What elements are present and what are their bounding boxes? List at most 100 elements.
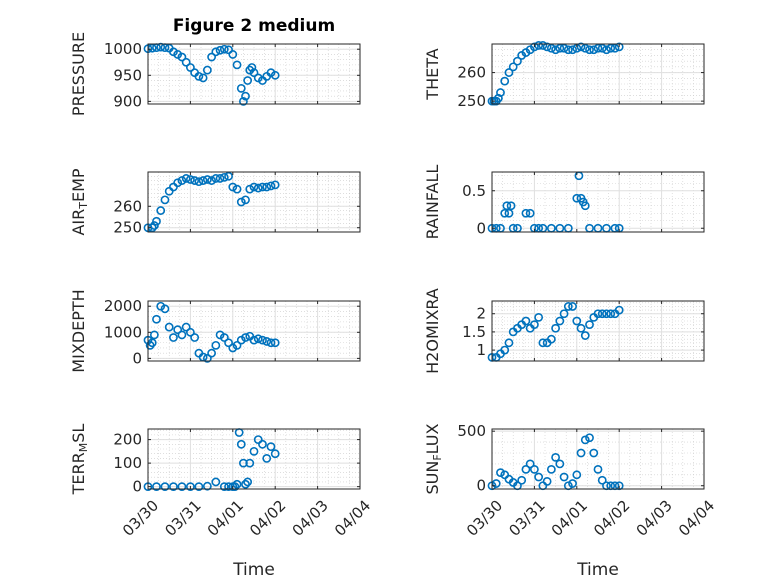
x-tick-label: 04/01	[548, 497, 591, 540]
y-tick-label: 900	[113, 92, 142, 110]
subplot-1: 900 950 1000 PRESSURE	[69, 32, 361, 116]
data-point	[211, 340, 221, 350]
y-tick-label: 200	[113, 431, 142, 449]
data-point	[164, 322, 174, 332]
data-point	[249, 68, 259, 78]
y-axis-label: H2OMIXRA	[423, 288, 442, 374]
axes-box	[491, 171, 705, 233]
data-point	[602, 309, 611, 319]
subplot-4: 0 0.5 RAINFALL	[423, 165, 705, 240]
data-point	[258, 335, 267, 345]
data-point	[181, 174, 191, 183]
axes-box	[491, 300, 705, 362]
y-axis-label: AIRTEMP	[69, 168, 90, 235]
data-point	[585, 45, 594, 55]
x-axis-label: Time	[232, 560, 275, 580]
data-point	[266, 338, 276, 348]
y-axis-label: RAINFALL	[423, 165, 442, 240]
data-point	[198, 176, 208, 185]
data-point	[534, 41, 544, 50]
axes-box	[147, 43, 361, 105]
y-tick-label: 1.5	[462, 323, 486, 341]
data-point	[169, 333, 178, 342]
data-point	[580, 201, 590, 211]
data-point	[589, 45, 599, 55]
data-point	[156, 206, 166, 215]
data-point	[219, 44, 229, 54]
y-tick-label: 250	[113, 219, 142, 237]
data-point	[152, 482, 161, 492]
data-point	[236, 439, 246, 449]
data-point	[253, 334, 263, 344]
data-point	[152, 314, 161, 324]
x-tick-label: 04/01	[204, 497, 247, 540]
data-point	[530, 464, 539, 474]
axes-box	[491, 43, 705, 105]
data-point	[502, 201, 512, 211]
data-point	[211, 174, 221, 183]
data-point	[190, 333, 200, 342]
data-point	[559, 309, 569, 319]
data-point	[249, 446, 259, 456]
data-point	[185, 327, 195, 337]
data-point	[152, 216, 161, 226]
data-point	[589, 448, 599, 458]
data-point	[185, 175, 195, 184]
axes-box	[147, 428, 361, 490]
data-point	[572, 316, 582, 326]
data-point	[593, 43, 603, 53]
data-point	[614, 42, 624, 52]
y-axis-label-rest: EMP	[69, 168, 88, 202]
y-tick-label: 0	[476, 219, 486, 237]
y-tick-label: 1	[476, 341, 486, 359]
data-point	[576, 42, 586, 52]
data-point	[160, 304, 170, 314]
data-point	[513, 56, 522, 66]
data-point	[559, 472, 569, 482]
y-axis-label-main: SUN	[423, 461, 442, 495]
y-axis-label-main: TERR	[69, 452, 88, 495]
data-point	[211, 477, 221, 487]
data-point	[202, 353, 212, 363]
data-point	[606, 43, 616, 53]
data-point	[149, 330, 159, 340]
data-point	[219, 482, 229, 492]
subplot-3: 250 260 AIRTEMP	[69, 168, 361, 237]
y-tick-label: 0	[132, 478, 142, 496]
data-point	[555, 316, 565, 326]
data-point	[181, 57, 191, 67]
x-tick-label: 04/03	[289, 497, 332, 540]
y-axis-label: MIXDEPTH	[69, 289, 88, 372]
data-point	[500, 208, 510, 218]
figure-title: Figure 2 medium	[173, 16, 335, 36]
data-point	[572, 193, 582, 203]
y-axis-label: TERRMSL	[69, 424, 90, 496]
data-point	[521, 464, 531, 474]
data-point	[177, 52, 187, 62]
data-point	[521, 208, 531, 218]
subplot-6: 11.52 H2OMIXRA	[423, 288, 705, 374]
data-point	[177, 330, 187, 340]
data-point	[270, 449, 280, 459]
data-point	[551, 323, 560, 333]
data-point	[243, 76, 253, 85]
data-point	[593, 309, 603, 319]
data-point	[207, 176, 216, 185]
data-point	[238, 96, 248, 106]
data-point	[508, 62, 518, 72]
data-point	[249, 182, 259, 192]
x-tick-label: 04/02	[246, 497, 289, 540]
data-point	[538, 41, 548, 50]
data-point	[202, 65, 212, 75]
y-axis-label: THETA	[423, 48, 442, 100]
data-point	[568, 479, 577, 488]
y-axis-label: PRESSURE	[69, 32, 88, 116]
data-point	[224, 338, 233, 348]
data-point	[555, 459, 565, 469]
data-point	[190, 176, 200, 185]
data-point	[194, 482, 204, 492]
x-tick-label: 03/30	[463, 497, 506, 540]
data-point	[149, 221, 159, 230]
y-tick-label: 260	[113, 197, 142, 215]
